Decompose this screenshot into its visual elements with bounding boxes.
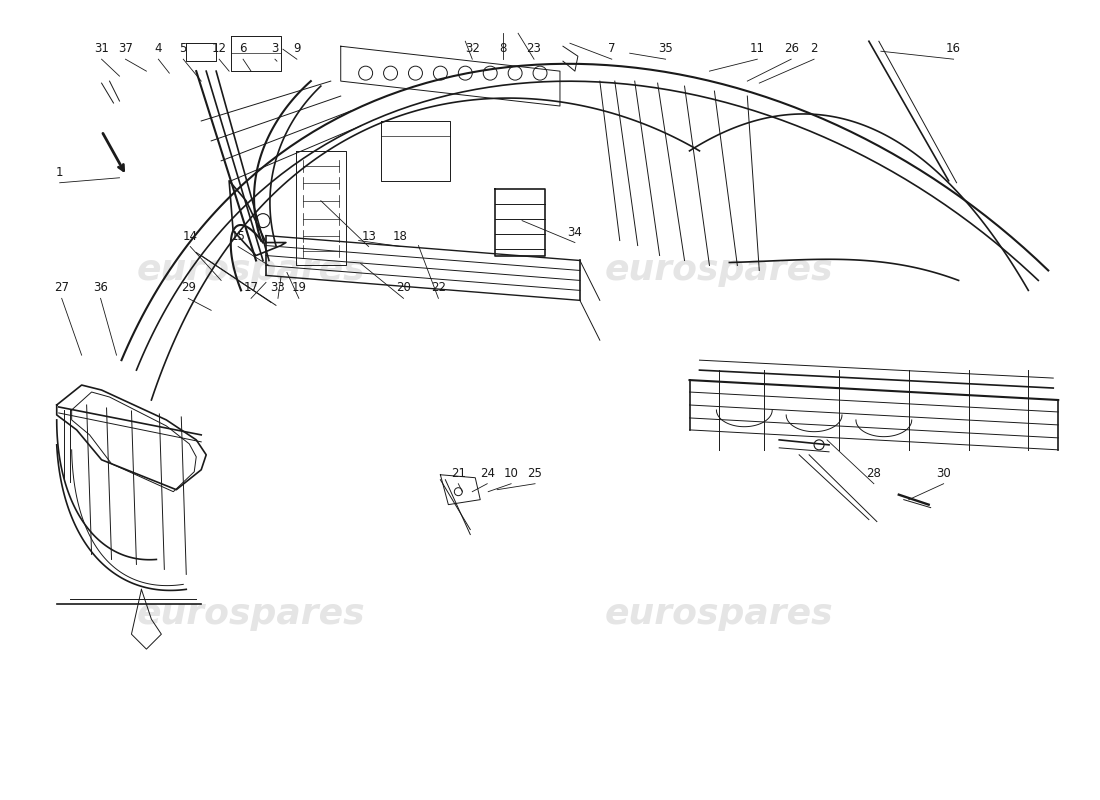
Text: 14: 14: [183, 230, 198, 242]
Text: 29: 29: [180, 282, 196, 294]
Text: 2: 2: [811, 42, 817, 55]
Text: 33: 33: [271, 282, 285, 294]
Text: 32: 32: [465, 42, 480, 55]
Text: 10: 10: [504, 466, 518, 480]
Text: 11: 11: [750, 42, 764, 55]
Text: 22: 22: [431, 282, 446, 294]
Text: 35: 35: [658, 42, 673, 55]
Text: 4: 4: [155, 42, 162, 55]
Text: 23: 23: [527, 42, 541, 55]
Text: 21: 21: [451, 466, 465, 480]
Text: 16: 16: [946, 42, 961, 55]
Text: 37: 37: [118, 42, 133, 55]
Text: eurospares: eurospares: [136, 598, 365, 631]
Text: 1: 1: [56, 166, 64, 178]
Text: 30: 30: [936, 466, 952, 480]
Text: 25: 25: [528, 466, 542, 480]
Text: 34: 34: [568, 226, 582, 238]
Text: 17: 17: [243, 282, 258, 294]
Text: 15: 15: [231, 230, 245, 242]
Text: 13: 13: [361, 230, 376, 242]
Text: 27: 27: [54, 282, 69, 294]
Text: 3: 3: [272, 42, 278, 55]
Text: 7: 7: [608, 42, 616, 55]
Text: 31: 31: [95, 42, 109, 55]
Text: 19: 19: [292, 282, 307, 294]
Text: 20: 20: [396, 282, 411, 294]
Text: 36: 36: [94, 282, 108, 294]
Text: 26: 26: [783, 42, 799, 55]
Text: 24: 24: [480, 466, 495, 480]
Text: eurospares: eurospares: [605, 254, 834, 287]
Text: eurospares: eurospares: [136, 254, 365, 287]
Text: eurospares: eurospares: [605, 598, 834, 631]
Text: 9: 9: [293, 42, 300, 55]
Text: 5: 5: [179, 42, 187, 55]
Text: 6: 6: [240, 42, 246, 55]
Text: 12: 12: [211, 42, 227, 55]
Text: 18: 18: [393, 230, 408, 242]
Text: 8: 8: [499, 42, 507, 55]
Text: 28: 28: [867, 466, 881, 480]
